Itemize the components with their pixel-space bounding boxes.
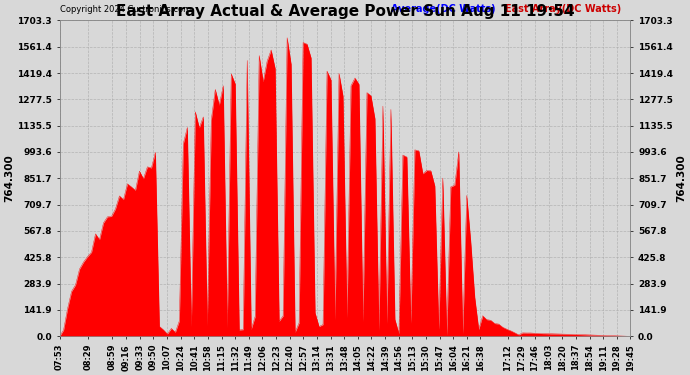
Y-axis label: 764.300: 764.300 bbox=[4, 154, 14, 202]
Text: Average(DC Watts): Average(DC Watts) bbox=[391, 4, 495, 14]
Text: Copyright 2024 Curtronics.com: Copyright 2024 Curtronics.com bbox=[60, 5, 191, 14]
Y-axis label: 764.300: 764.300 bbox=[676, 154, 686, 202]
Title: East Array Actual & Average Power Sun Aug 11 19:54: East Array Actual & Average Power Sun Au… bbox=[116, 4, 574, 19]
Text: East Array(DC Watts): East Array(DC Watts) bbox=[505, 4, 621, 14]
